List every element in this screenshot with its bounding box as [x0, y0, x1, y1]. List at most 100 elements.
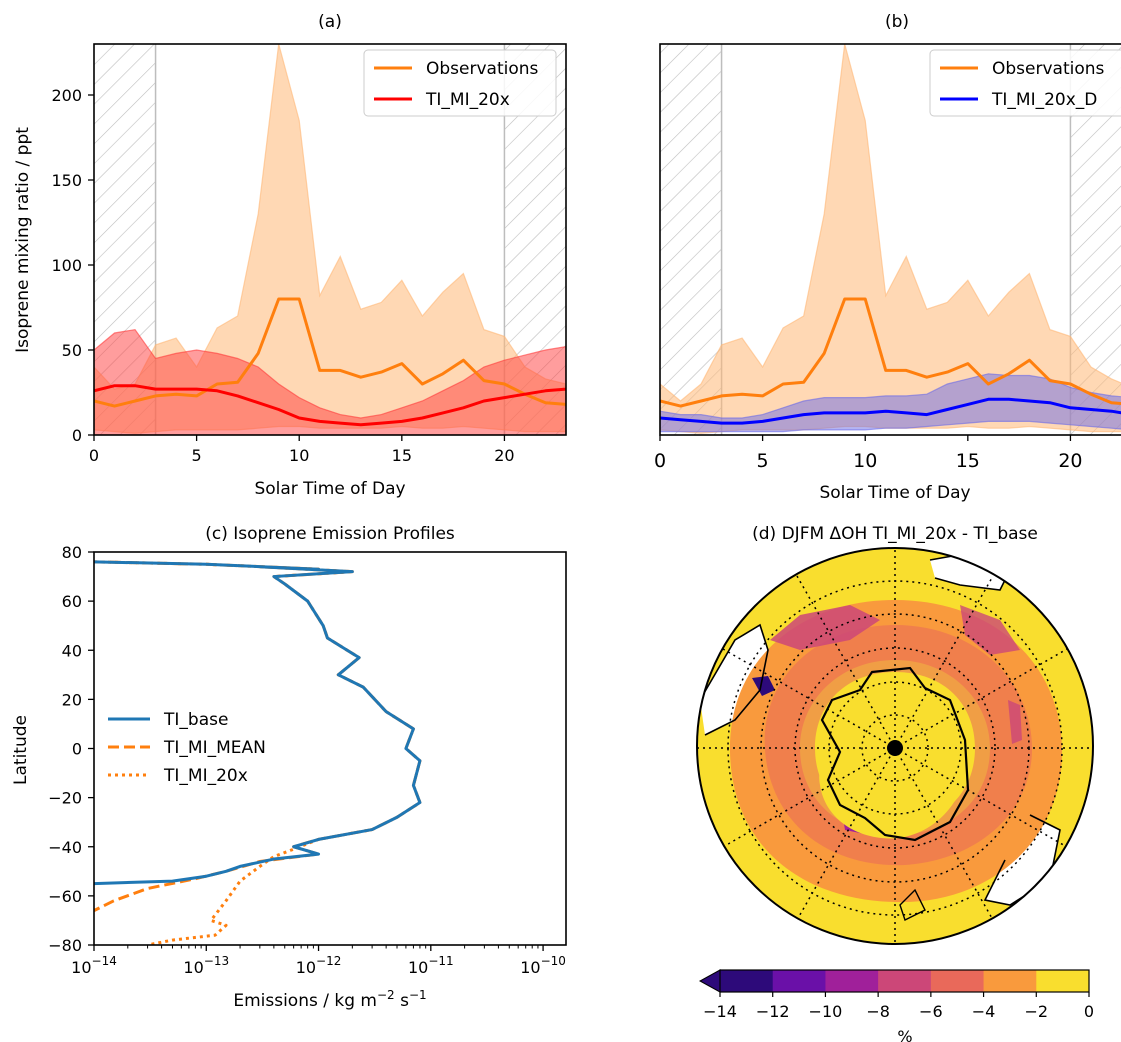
panel-d-polar-oh-difference-map: (d) DJFM ΔOH TI_MI_20x - TI_base — [696, 524, 1094, 1042]
c-ytick-label: −60 — [48, 887, 82, 906]
panel-c-legend: TI_base TI_MI_MEAN TI_MI_20x — [108, 710, 266, 786]
panel-a-series-lines — [94, 297, 566, 427]
panel-d-colorbar — [698, 969, 1090, 993]
b-line-0 — [660, 297, 1121, 408]
colorbar-segment-1 — [772, 970, 826, 992]
south-america-land-shape — [700, 625, 768, 735]
panel-d-darkest-patch — [752, 676, 775, 696]
b-xtick-label: 20 — [1058, 450, 1082, 472]
colorbar-segment-0 — [720, 970, 774, 992]
colorbar-tick-label: −8 — [866, 1002, 890, 1021]
panel-b-legend-model: TI_MI_20x_D — [991, 90, 1097, 110]
a-xtick-label: 5 — [192, 446, 202, 465]
colorbar-extend-arrow — [698, 969, 721, 993]
a-line-1 — [94, 384, 566, 427]
panel-b-x-ticks: 0 5 10 15 20 — [654, 435, 1083, 472]
colorbar-tick-label: −10 — [809, 1002, 843, 1021]
c-xtick-label: 10−10 — [520, 954, 566, 977]
panel-c-y-axis-label: Latitude — [11, 715, 31, 785]
a-line-0 — [94, 297, 566, 408]
colorbar-tick-label: 0 — [1084, 1002, 1094, 1021]
b-xtick-label: 10 — [853, 450, 877, 472]
c-line-2 — [94, 560, 422, 945]
c-ytick-label: 40 — [62, 641, 82, 660]
panel-c-x-axis-label: Emissions / kg m−2 s−1 — [233, 988, 426, 1011]
south-america-coastline — [699, 623, 769, 736]
c-ytick-label: 0 — [72, 740, 82, 759]
panel-a-legend: Observations TI_MI_20x — [363, 49, 557, 117]
b-xtick-label: 0 — [654, 450, 666, 472]
colorbar-tick-label: −4 — [972, 1002, 996, 1021]
c-xtick-label: 10−11 — [408, 954, 454, 977]
colorbar-segment-3 — [878, 970, 932, 992]
c-ytick-label: −20 — [48, 789, 82, 808]
panel-a-legend-observations: Observations — [426, 59, 539, 79]
c-ytick-label: −40 — [48, 838, 82, 857]
panel-a-x-ticks: 0 5 10 15 20 — [89, 435, 515, 465]
panel-d-colorbar-label: % — [897, 1027, 912, 1042]
panel-c-emission-profiles: (c) Isoprene Emission Profiles 10−14 10−1… — [11, 524, 567, 1011]
b-band-1 — [660, 373, 1121, 433]
a-band-1 — [94, 328, 566, 435]
panel-a-legend-model: TI_MI_20x — [425, 90, 510, 110]
panel-d-magenta-patch-east — [960, 605, 1020, 655]
a-xtick-label: 15 — [392, 446, 412, 465]
panel-c-legend-ti-mi-mean: TI_MI_MEAN — [163, 738, 266, 758]
panel-b-frame — [659, 43, 1121, 436]
panel-b-legend-observations: Observations — [992, 59, 1105, 79]
c-xtick-label: 10−14 — [71, 954, 117, 977]
panel-b-range-bands — [660, 44, 1121, 434]
a-ytick-label: 150 — [51, 171, 82, 190]
colorbar-tick-label: −2 — [1024, 1002, 1048, 1021]
colorbar-tick-label: −12 — [756, 1002, 790, 1021]
panel-c-title: (c) Isoprene Emission Profiles — [205, 524, 455, 544]
a-xtick-label: 0 — [89, 446, 99, 465]
panel-d-interior-band — [819, 680, 970, 839]
panel-d-title: (d) DJFM ΔOH TI_MI_20x - TI_base — [752, 524, 1038, 544]
panel-a-y-axis-label: Isoprene mixing ratio / ppt — [13, 127, 33, 353]
panel-d-map-boundary — [696, 547, 1094, 945]
a-ytick-label: 100 — [51, 256, 82, 275]
panel-c-legend-ti-base: TI_base — [163, 710, 228, 730]
panel-c-x-ticks: 10−14 10−13 10−12 10−11 10−10 — [71, 945, 566, 977]
panel-c-legend-ti-mi-20x: TI_MI_20x — [163, 766, 248, 786]
panel-d-map-area — [697, 548, 1093, 944]
panel-d-colorbar-ticks: −14 −12 −10 −8 −6 −4 −2 0 — [703, 992, 1094, 1021]
panel-b-legend: Observations TI_MI_20x_D — [929, 49, 1121, 117]
c-ytick-label: 60 — [62, 592, 82, 611]
colorbar-segment-2 — [825, 970, 879, 992]
c-xtick-label: 10−12 — [296, 954, 342, 977]
c-ytick-label: 80 — [62, 543, 82, 562]
colorbar-tick-label: −14 — [703, 1002, 737, 1021]
b-line-1 — [660, 397, 1121, 425]
panel-b-series-lines — [660, 297, 1121, 425]
panel-a-diurnal-observations-vs-model: (a) 0 5 10 15 20 0 50 100 150 200 Solar Time of … — [13, 12, 567, 499]
panel-d-magenta-patch-north — [770, 605, 880, 650]
a-ytick-label: 0 — [72, 426, 82, 445]
south-pole-marker — [887, 740, 903, 756]
panel-a-range-bands — [94, 44, 566, 435]
b-xtick-label: 5 — [757, 450, 769, 472]
panel-b-title: (b) — [885, 12, 909, 32]
a-xtick-label: 20 — [494, 446, 514, 465]
panel-c-series-lines — [94, 560, 422, 945]
panel-a-title: (a) — [318, 12, 342, 32]
c-line-0 — [94, 560, 422, 886]
colorbar-segment-6 — [1036, 970, 1090, 992]
panel-a-frame — [93, 43, 567, 436]
colorbar-segment-4 — [930, 970, 985, 992]
a-ytick-label: 50 — [62, 341, 82, 360]
c-line-1 — [94, 560, 422, 912]
c-ytick-label: 20 — [62, 690, 82, 709]
panel-a-y-ticks: 0 50 100 150 200 — [51, 86, 94, 445]
colorbar-tick-label: −6 — [919, 1002, 943, 1021]
panel-d-magenta-patch-indian-ocean — [1008, 700, 1022, 744]
a-xtick-label: 10 — [289, 446, 309, 465]
panel-b-x-axis-label: Solar Time of Day — [819, 483, 970, 503]
a-ytick-label: 200 — [51, 86, 82, 105]
antarctica-coastline — [820, 666, 970, 842]
panel-b-diurnal-observations-vs-model: (b) 0 5 10 15 20 Solar Time of Day Observati… — [654, 12, 1121, 503]
colorbar-segment-5 — [983, 970, 1037, 992]
panel-c-y-ticks: 80 60 40 20 0 −20 −40 −60 −80 — [48, 543, 94, 955]
